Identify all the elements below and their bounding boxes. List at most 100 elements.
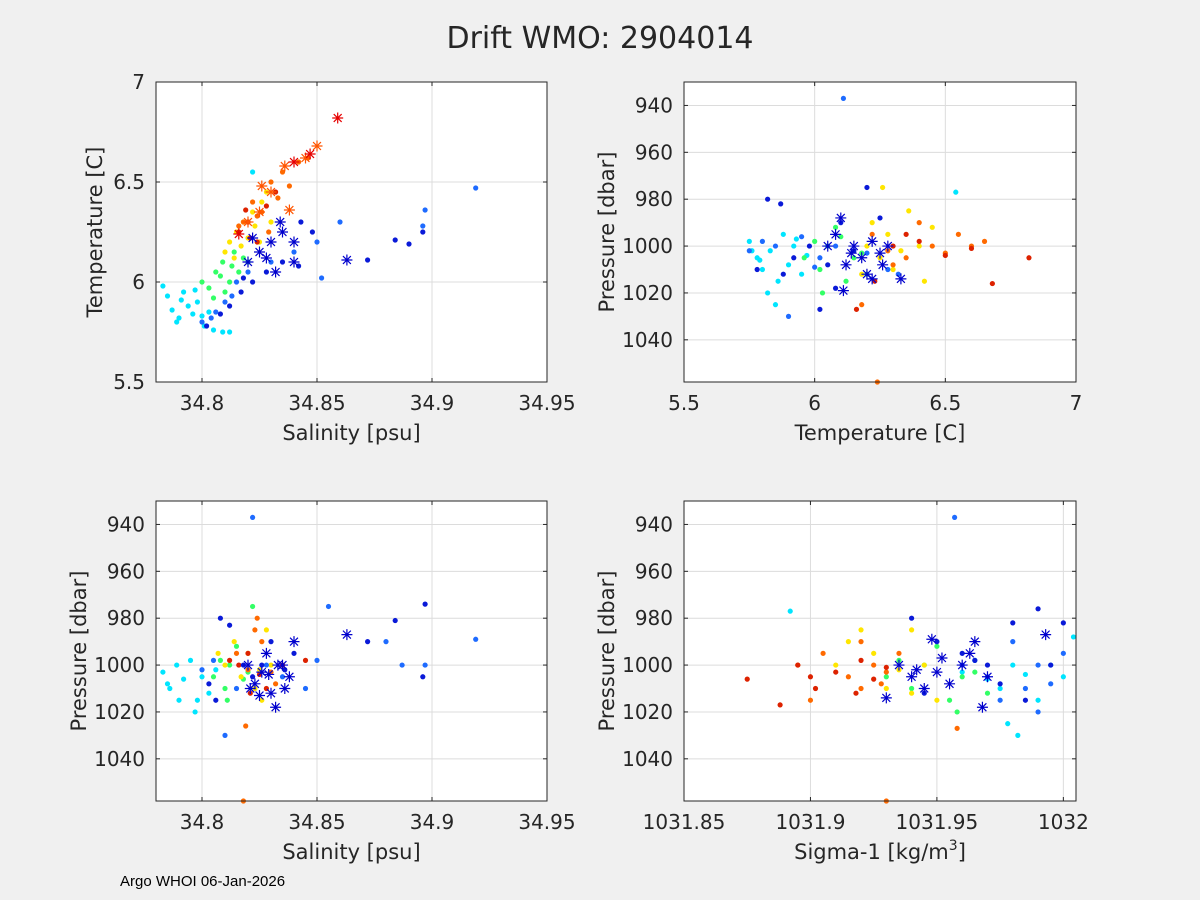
dot-point — [250, 514, 256, 521]
dot-point — [213, 309, 219, 315]
dot-point — [206, 309, 212, 315]
dot-point — [222, 732, 228, 738]
dot-point — [231, 249, 237, 255]
dot-point — [793, 236, 799, 242]
x-axis-label: Sigma-1 [kg/m3] — [794, 838, 966, 864]
dot-point — [206, 285, 212, 291]
dot-point — [420, 674, 426, 680]
dot-point — [286, 183, 292, 189]
dot-point — [997, 697, 1003, 703]
dot-point — [778, 201, 784, 207]
dot-point — [1035, 697, 1041, 703]
x-tick-label: 34.85 — [288, 391, 345, 415]
dot-point — [885, 231, 891, 237]
dot-point — [213, 667, 219, 673]
star-point — [288, 156, 300, 168]
data-points — [160, 112, 479, 335]
x-axis-label-end: ] — [958, 840, 966, 864]
dot-point — [178, 297, 184, 303]
dot-point — [1060, 674, 1066, 680]
x-tick-label: 34.95 — [518, 391, 575, 415]
star-point — [926, 633, 938, 645]
dot-point — [1010, 639, 1016, 645]
dot-point — [206, 681, 212, 687]
dot-point — [227, 622, 233, 628]
x-tick-label: 7 — [1070, 391, 1083, 415]
star-point — [830, 228, 842, 240]
dot-point — [767, 248, 773, 254]
dot-point — [820, 650, 826, 656]
dot-point — [859, 302, 865, 308]
star-point — [822, 240, 834, 252]
dot-point — [392, 237, 398, 243]
x-tick-label: 34.85 — [288, 810, 345, 834]
star-point — [311, 140, 323, 152]
dot-point — [220, 329, 226, 335]
y-tick-label: 1000 — [622, 653, 673, 677]
dot-point — [220, 259, 226, 265]
dot-point — [845, 674, 851, 680]
dot-point — [243, 207, 249, 213]
star-point — [981, 671, 993, 683]
dot-point — [217, 273, 223, 279]
star-point — [288, 636, 300, 648]
star-point — [242, 256, 254, 268]
dot-point — [916, 243, 922, 249]
dot-point — [399, 662, 405, 668]
dot-point — [909, 690, 915, 696]
dot-point — [832, 224, 839, 230]
dot-point — [229, 263, 235, 269]
dot-point — [217, 311, 223, 317]
dot-point — [279, 259, 286, 265]
star-point — [877, 259, 889, 271]
dot-point — [801, 255, 807, 261]
dot-point — [871, 676, 877, 682]
dot-point — [314, 239, 320, 245]
dot-point — [174, 662, 180, 668]
dot-point — [952, 514, 958, 521]
dot-point — [972, 657, 978, 663]
y-tick-label: 1040 — [622, 747, 673, 771]
star-point — [256, 180, 268, 192]
star-point — [976, 701, 988, 713]
dot-point — [921, 278, 928, 284]
dot-point — [871, 662, 877, 668]
dot-point — [765, 196, 771, 202]
dot-point — [176, 697, 182, 703]
star-point — [931, 666, 943, 678]
dot-point — [997, 685, 1003, 692]
temperature-pressure-panel: 5.5 6 6.5 7 940 960 980 1000 1020 1040 Temperature… — [595, 81, 1083, 445]
dot-point — [259, 639, 265, 645]
dot-point — [1048, 662, 1054, 668]
dot-point — [853, 306, 860, 312]
dot-point — [210, 674, 217, 680]
y-axis-label: Temperature [C] — [83, 147, 107, 319]
y-tick-label: 940 — [635, 93, 673, 117]
dot-point — [319, 275, 325, 281]
dot-point — [194, 697, 200, 703]
dot-point — [254, 615, 260, 621]
dot-point — [392, 617, 398, 624]
star-point — [1040, 629, 1052, 641]
dot-point — [187, 657, 194, 663]
dot-point — [210, 295, 217, 301]
star-point — [341, 629, 353, 641]
dot-point — [227, 239, 233, 245]
star-point — [848, 240, 860, 252]
y-tick-label: 7 — [132, 70, 145, 94]
dot-point — [825, 262, 831, 268]
dot-point — [325, 603, 332, 610]
dot-point — [744, 676, 750, 682]
x-tick-label: 6 — [808, 391, 821, 415]
dot-point — [217, 657, 223, 663]
y-tick-label: 1020 — [622, 281, 673, 305]
y-tick-label: 1020 — [622, 700, 673, 724]
star-point — [893, 659, 905, 671]
y-tick-label: 940 — [107, 512, 145, 536]
dot-point — [864, 184, 870, 191]
x-tick-label: 6.5 — [929, 391, 961, 415]
dot-point — [898, 248, 904, 254]
dot-point — [903, 255, 909, 261]
dot-point — [833, 669, 839, 675]
dot-point — [164, 293, 171, 299]
